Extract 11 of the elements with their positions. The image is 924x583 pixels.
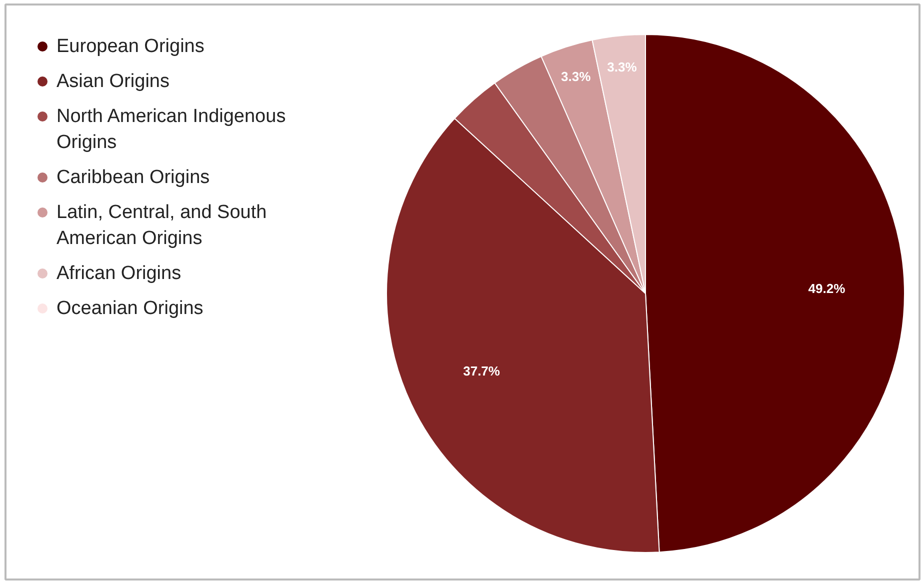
legend-label: Latin, Central, and South American Origins — [56, 202, 267, 249]
legend-label: North American Indigenous Origins — [56, 106, 286, 153]
legend-label: European Origins — [56, 36, 204, 57]
legend-label: African Origins — [56, 263, 182, 284]
data-label: 3.3% — [607, 59, 638, 74]
legend-label: Caribbean Origins — [56, 167, 210, 188]
data-label: 37.7% — [463, 363, 500, 378]
legend-label: Oceanian Origins — [56, 298, 204, 319]
legend-label: Asian Origins — [56, 71, 170, 92]
data-label: 3.3% — [561, 68, 592, 84]
data-label: 49.2% — [808, 281, 846, 296]
